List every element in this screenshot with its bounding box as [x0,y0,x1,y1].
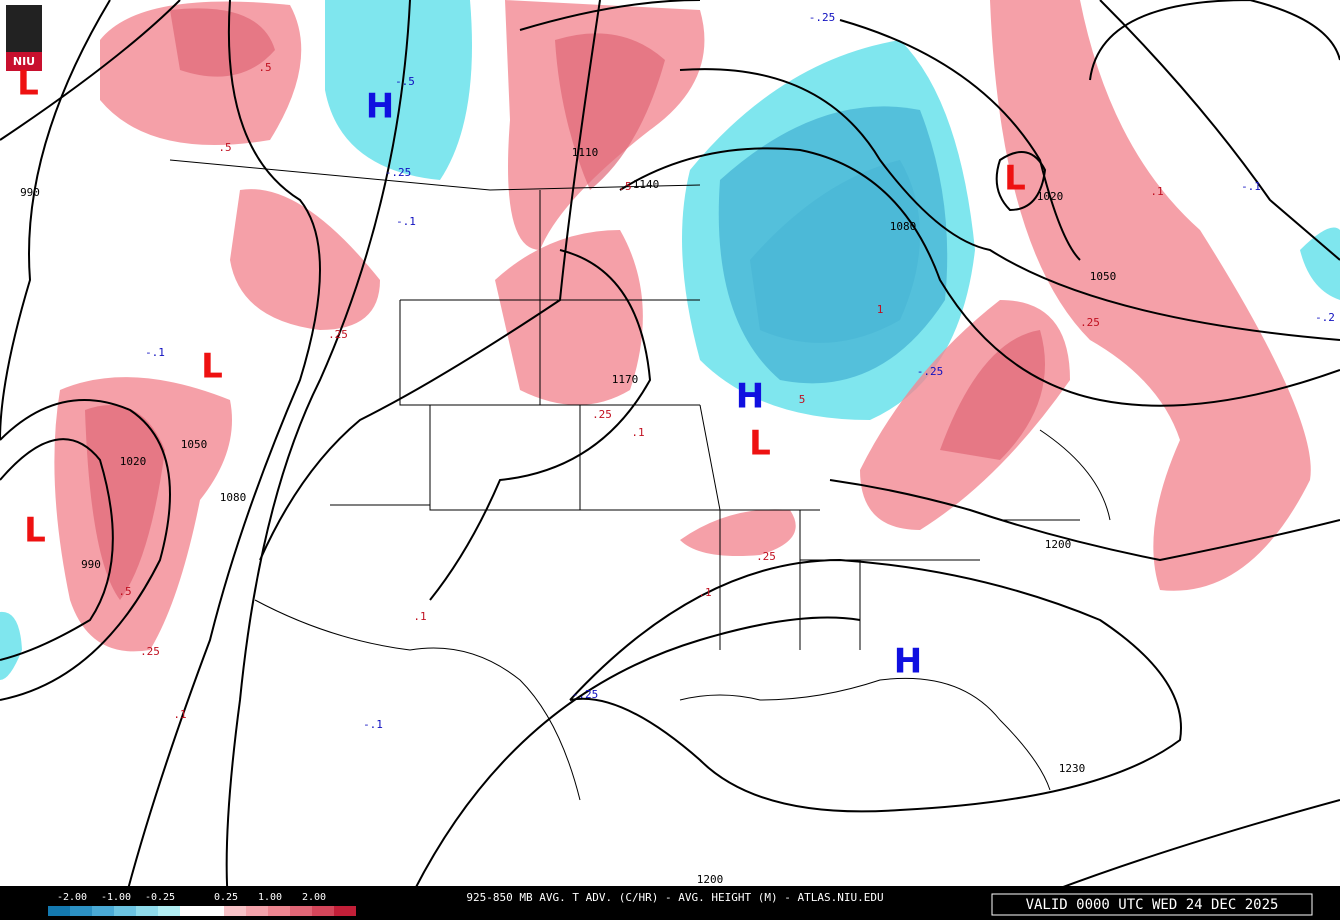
advection-label: -.1 [396,215,416,228]
colorbar-swatch [92,906,114,916]
height-label: 990 [20,186,40,199]
pressure-center: L [749,424,771,464]
advection-label: .25 [140,645,160,658]
pressure-center: H [736,377,764,417]
colorbar-swatch [224,906,246,916]
advection-label: .25 [328,328,348,341]
colorbar-label: -1.00 [101,892,131,903]
advection-label: 1 [877,303,884,316]
colorbar-label: -2.00 [57,892,87,903]
valid-time: VALID 0000 UTC WED 24 DEC 2025 [1026,897,1279,913]
advection-label: .5 [118,585,131,598]
colorbar-label: 2.00 [302,892,326,903]
labels: LHLLHLLH99011101140108010201050117010501… [17,11,1335,886]
colorbar-swatch [290,906,312,916]
height-label: 1170 [612,373,639,386]
colorbar-label: 1.00 [258,892,282,903]
advection-label: -.1 [145,346,165,359]
height-label: 1110 [572,146,599,159]
advection-label: .1 [1150,185,1163,198]
height-label: 1050 [181,438,208,451]
advection-label: .1 [173,708,186,721]
pressure-center: L [201,347,223,387]
height-label: 1020 [1037,190,1064,203]
colorbar-swatch [136,906,158,916]
colorbar-swatch [334,906,356,916]
advection-label: -.1 [1241,180,1261,193]
colorbar-label: -0.25 [145,892,175,903]
advection-label: .1 [698,586,711,599]
footer: -2.00 -1.00 -0.25 0.25 1.00 2.00 925-850 MB A… [0,886,1340,920]
advection-label: .1 [413,610,426,623]
height-label: 1230 [1059,762,1086,775]
advection-label: .25 [756,550,776,563]
advection-label: .25 [1080,316,1100,329]
pressure-center: H [894,642,922,682]
footer-title: 925-850 MB AVG. T ADV. (C/HR) - AVG. HEI… [466,891,883,904]
height-label: 1140 [633,178,660,191]
boundaries [169,159,1111,801]
pressure-center: L [17,64,39,104]
colorbar-swatch [312,906,334,916]
logo: NIU [6,5,42,71]
advection-label: 5 [799,393,806,406]
height-label: 1020 [120,455,147,468]
advection-label: .5 [618,180,631,193]
advection-label: -.5 [395,75,415,88]
colorbar-swatch [114,906,136,916]
height-label: 1080 [890,220,917,233]
colorbar-swatch [70,906,92,916]
colorbar-swatch [180,906,202,916]
height-label: 1200 [697,873,724,886]
advection-label: .5 [218,141,231,154]
advection-fill [0,0,1340,680]
advection-label: -.2 [1315,311,1335,324]
colorbar-swatch [268,906,290,916]
advection-label: -.1 [363,718,383,731]
height-label: 1200 [1045,538,1072,551]
pressure-center: L [24,511,46,551]
pressure-center: L [1004,159,1026,199]
colorbar-swatch [202,906,224,916]
height-label: 1080 [220,491,247,504]
advection-label: .1 [631,426,644,439]
advection-label: -.25 [385,166,412,179]
advection-label: -.25 [917,365,944,378]
advection-label: -.25 [572,688,599,701]
advection-label: .5 [258,61,271,74]
advection-label: .25 [592,408,612,421]
advection-label: -.25 [809,11,836,24]
colorbar-label: 0.25 [214,892,238,903]
logo-text: NIU [13,55,35,68]
height-label: 990 [81,558,101,571]
pressure-center: H [366,87,394,127]
colorbar-swatch [48,906,70,916]
height-label: 1050 [1090,270,1117,283]
colorbar-swatch [158,906,180,916]
colorbar-swatch [246,906,268,916]
